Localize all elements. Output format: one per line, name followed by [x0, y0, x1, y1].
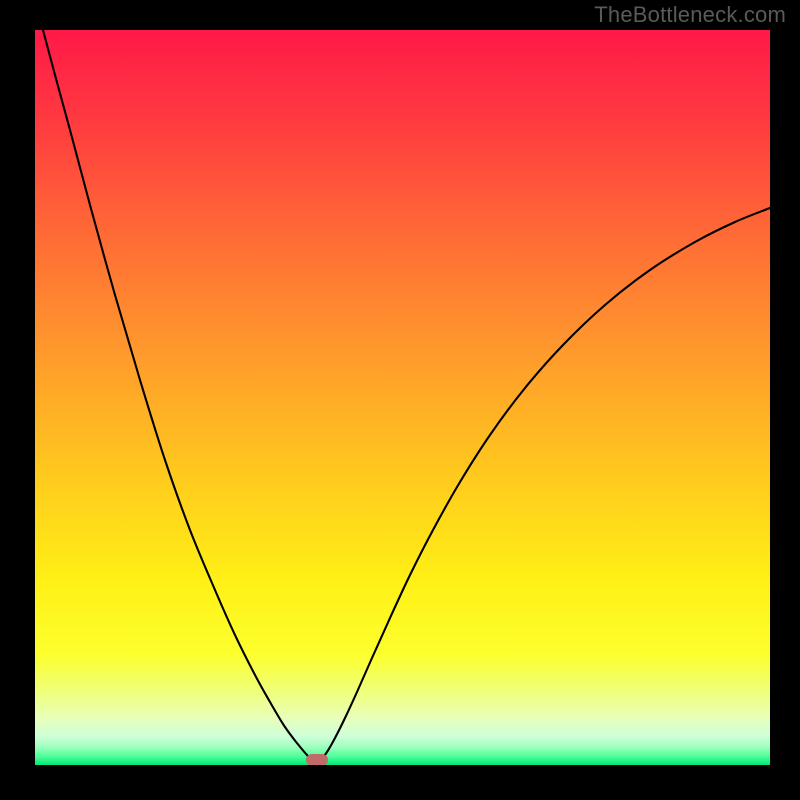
watermark-text: TheBottleneck.com [594, 2, 786, 28]
optimal-point-marker [306, 754, 328, 765]
chart-plot-area [35, 30, 770, 765]
chart-gradient-background [35, 30, 770, 765]
